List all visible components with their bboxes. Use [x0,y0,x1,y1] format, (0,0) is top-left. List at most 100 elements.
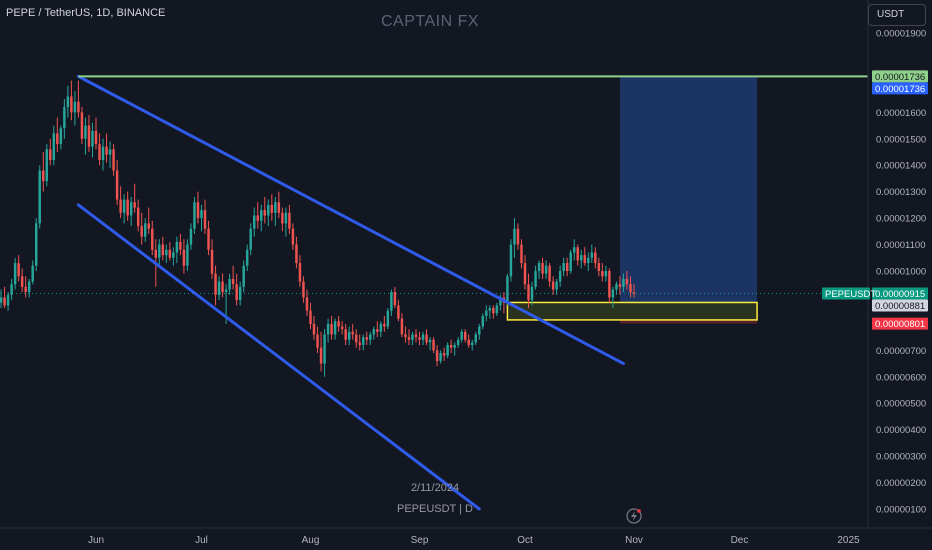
candle-body[interactable] [583,255,587,264]
candle-body[interactable] [245,249,249,266]
candle-body[interactable] [235,284,238,301]
candle-body[interactable] [59,128,63,145]
candle-body[interactable] [594,252,597,264]
candle-body[interactable] [270,204,274,213]
candle-body[interactable] [193,202,196,229]
candle-body[interactable] [119,199,122,213]
candle-body[interactable] [186,244,189,266]
candle-body[interactable] [537,263,541,271]
candle-body[interactable] [63,107,66,129]
candle-body[interactable] [404,334,407,338]
candle-body[interactable] [27,281,31,293]
candle-body[interactable] [601,271,604,277]
candle-body[interactable] [31,265,34,282]
candle-body[interactable] [196,202,200,219]
candle-body[interactable] [238,286,242,301]
candle-body[interactable] [80,112,84,139]
candle-body[interactable] [136,207,140,227]
candle-body[interactable] [523,263,527,285]
candle-body[interactable] [499,297,502,306]
candle-body[interactable] [288,212,291,229]
candle-body[interactable] [354,334,358,343]
candle-body[interactable] [3,297,6,306]
candle-body[interactable] [386,310,390,327]
channel-line-lower[interactable] [76,203,481,511]
candle-body[interactable] [112,149,115,171]
candle-body[interactable] [168,249,172,258]
candle-body[interactable] [513,228,516,245]
candle-body[interactable] [20,276,24,287]
candle-body[interactable] [214,273,217,295]
candle-body[interactable] [122,199,126,213]
candle-body[interactable] [435,350,439,361]
candle-body[interactable] [84,125,87,139]
candle-body[interactable] [52,133,56,160]
candle-body[interactable] [376,329,379,332]
candle-body[interactable] [45,149,49,182]
candle-body[interactable] [319,347,323,364]
candle-body[interactable] [49,149,52,160]
candle-body[interactable] [6,294,10,306]
candle-body[interactable] [126,199,129,216]
candle-body[interactable] [580,255,583,261]
candle-body[interactable] [530,286,534,301]
candle-body[interactable] [379,323,383,332]
candle-body[interactable] [98,144,101,160]
candle-body[interactable] [179,241,182,250]
candle-body[interactable] [56,133,59,145]
candle-body[interactable] [312,323,316,335]
candle-body[interactable] [147,223,150,229]
candle-body[interactable] [365,337,368,340]
candle-body[interactable] [516,228,520,245]
candle-body[interactable] [344,329,347,340]
candle-body[interactable] [555,281,558,290]
candle-body[interactable] [165,249,168,256]
candle-body[interactable] [231,278,235,285]
candle-body[interactable] [625,278,629,285]
candle-body[interactable] [604,271,608,277]
candle-body[interactable] [562,263,565,271]
candle-body[interactable] [576,247,579,261]
candle-body[interactable] [527,284,530,301]
candle-body[interactable] [351,331,354,335]
candle-body[interactable] [453,345,456,348]
candle-body[interactable] [284,212,288,224]
candle-body[interactable] [390,292,393,311]
candle-body[interactable] [182,249,186,266]
currency-button[interactable]: USDT [868,4,926,26]
candle-body[interactable] [140,226,143,237]
candle-body[interactable] [161,244,165,256]
candle-body[interactable] [506,276,509,303]
candle-body[interactable] [256,215,259,221]
candle-body[interactable] [263,210,267,216]
candle-body[interactable] [495,305,499,314]
candle-body[interactable] [534,271,537,287]
candle-body[interactable] [611,289,615,298]
candle-body[interactable] [362,337,365,346]
candle-body[interactable] [249,228,252,250]
candle-body[interactable] [492,308,495,314]
candle-body[interactable] [298,263,302,282]
candle-body[interactable] [10,284,13,295]
candle-body[interactable] [274,202,277,213]
candle-body[interactable] [481,315,485,327]
candle-body[interactable] [129,202,133,216]
candle-body[interactable] [618,284,622,287]
candle-body[interactable] [207,228,210,250]
candle-body[interactable] [87,125,91,147]
candle-body[interactable] [488,308,492,311]
candle-body[interactable] [291,228,295,245]
candle-body[interactable] [397,305,400,319]
candle-body[interactable] [467,339,470,346]
candle-body[interactable] [608,271,611,298]
candle-body[interactable] [17,263,20,277]
candle-body[interactable] [544,265,548,274]
candle-body[interactable] [340,326,344,330]
candle-body[interactable] [175,241,179,253]
candle-body[interactable] [471,342,474,346]
candle-body[interactable] [42,170,45,182]
candle-body[interactable] [203,210,207,229]
candle-body[interactable] [558,271,562,282]
